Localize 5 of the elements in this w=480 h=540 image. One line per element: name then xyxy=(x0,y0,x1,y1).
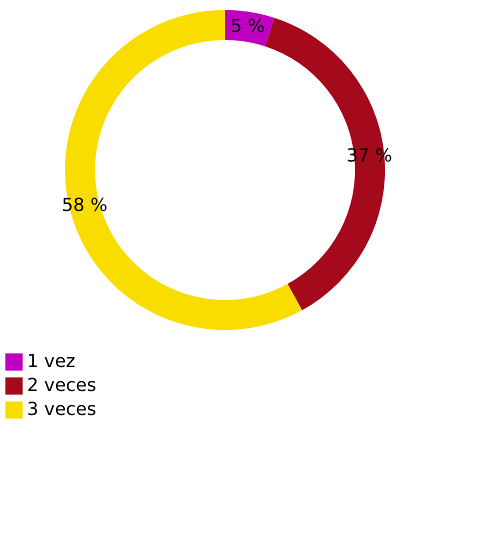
data-label: 5 % xyxy=(230,16,265,37)
legend-label: 2 veces xyxy=(27,375,96,396)
donut-slice xyxy=(65,10,302,330)
legend-label: 1 vez xyxy=(27,351,76,372)
legend-label: 3 veces xyxy=(27,399,96,420)
